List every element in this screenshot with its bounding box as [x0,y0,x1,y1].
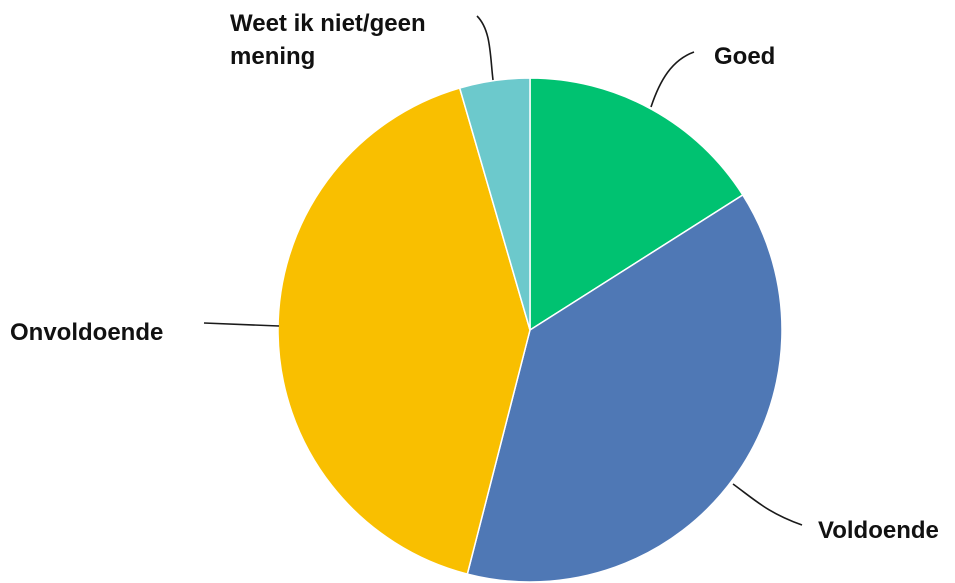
slice-label: Onvoldoende [10,319,163,346]
slice-labels: Goed Voldoende Onvoldoende Weet ik niet/gee… [10,10,939,544]
slice-label: Goed [714,43,775,70]
slice-label: Weet ik niet/geen mening [230,10,426,70]
leader-line [732,483,803,526]
leader-lines [203,15,803,526]
leader-line [203,322,280,327]
pie-slice-onvoldoende [277,87,531,575]
pie-slice-voldoende [466,193,783,583]
leader-line [650,51,695,108]
pie-slice-goed [529,77,744,332]
leader-line [476,15,494,81]
slice-label: Voldoende [818,517,939,544]
pie-slices [277,77,783,583]
pie-slice-weet-ik-niet-geen-mening [458,77,531,331]
